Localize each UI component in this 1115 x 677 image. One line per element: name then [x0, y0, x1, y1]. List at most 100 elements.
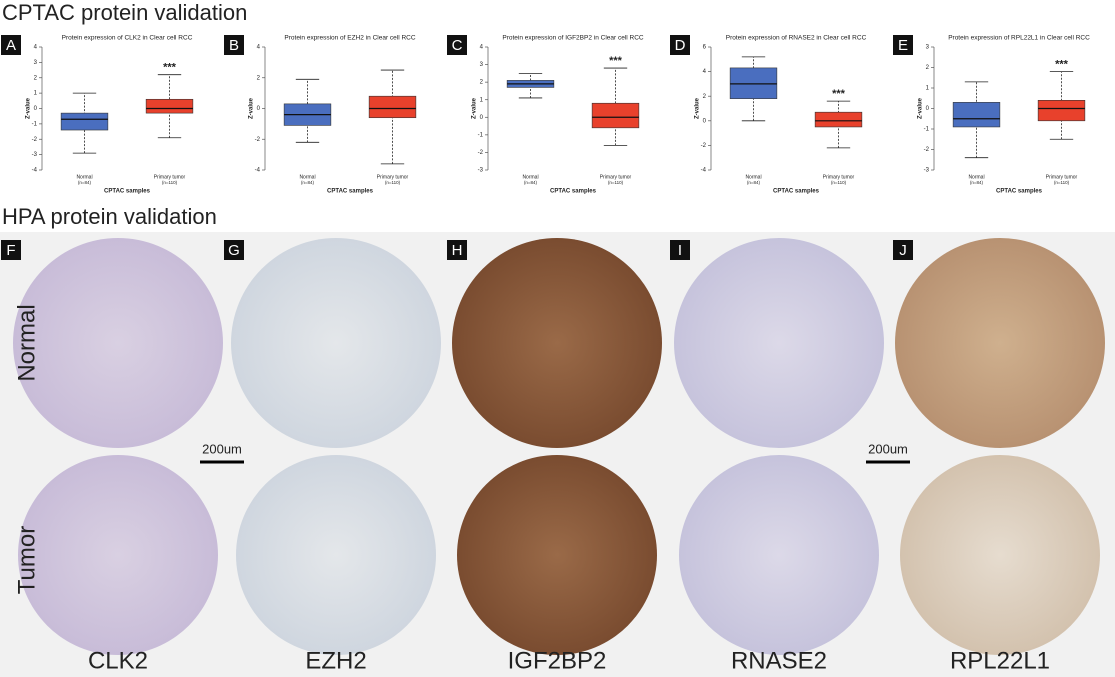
- chart-title: Protein expression of IGF2BP2 in Clear c…: [502, 35, 644, 42]
- y-tick-label: -4: [701, 168, 707, 174]
- x-tick-sublabel: (n=84): [78, 180, 92, 185]
- x-tick-sublabel: (n=110): [831, 180, 847, 185]
- panel-letter: E: [898, 37, 908, 54]
- y-axis-label: Z-value: [695, 97, 701, 119]
- x-axis-label: CPTAC samples: [773, 189, 820, 195]
- y-tick-label: 3: [34, 60, 38, 66]
- tissue-image: [679, 455, 879, 655]
- y-tick-label: -2: [701, 143, 707, 149]
- y-tick-label: -4: [255, 168, 261, 174]
- x-tick-label: Normal: [76, 174, 92, 180]
- y-tick-label: -1: [478, 132, 484, 138]
- tissue-image: [895, 238, 1105, 448]
- y-tick-label: 0: [926, 106, 930, 112]
- significance: ***: [609, 55, 623, 67]
- panel-letter: H: [452, 242, 463, 259]
- box: [591, 102, 640, 129]
- panel-badge: [893, 35, 913, 55]
- panel-letter: C: [452, 37, 463, 54]
- panel-letter: G: [228, 242, 240, 259]
- panel-badge: [224, 240, 244, 260]
- x-tick-label: Primary tumor: [823, 174, 855, 180]
- y-axis-label: Z-value: [918, 97, 924, 119]
- y-tick-label: -4: [32, 168, 38, 174]
- tissue-image: [674, 238, 884, 448]
- x-tick-sublabel: (n=84): [970, 180, 984, 185]
- y-tick-label: -3: [32, 152, 38, 158]
- box: [368, 95, 417, 119]
- y-tick-label: -2: [255, 137, 261, 143]
- x-axis-label: CPTAC samples: [996, 189, 1043, 195]
- panel-badge: [670, 240, 690, 260]
- panel-badge: [1, 240, 21, 260]
- y-axis-label: Z-value: [249, 97, 255, 119]
- x-tick-label: Normal: [522, 174, 538, 180]
- y-tick-label: 4: [703, 69, 707, 75]
- gene-label: RNASE2: [731, 647, 827, 674]
- scale-label: 200um: [868, 441, 908, 456]
- x-tick-sublabel: (n=110): [608, 180, 624, 185]
- gene-label: CLK2: [88, 647, 148, 674]
- x-tick-label: Primary tumor: [1046, 174, 1078, 180]
- x-tick-label: Primary tumor: [154, 174, 186, 180]
- y-tick-label: 2: [926, 65, 930, 71]
- y-tick-label: 1: [926, 86, 930, 92]
- chart-title: Protein expression of RNASE2 in Clear ce…: [726, 35, 867, 42]
- x-tick-label: Normal: [745, 174, 761, 180]
- x-axis-label: CPTAC samples: [327, 189, 374, 195]
- x-tick-sublabel: (n=110): [385, 180, 401, 185]
- y-tick-label: 0: [34, 106, 38, 112]
- chart-title: Protein expression of CLK2 in Clear cell…: [62, 35, 193, 42]
- panel-letter: J: [899, 242, 907, 259]
- x-tick-sublabel: (n=110): [1054, 180, 1070, 185]
- chart-title: Protein expression of EZH2 in Clear cell…: [284, 35, 415, 42]
- y-tick-label: 2: [703, 94, 707, 100]
- x-tick-label: Primary tumor: [600, 174, 632, 180]
- x-axis-label: CPTAC samples: [104, 189, 151, 195]
- significance: ***: [1055, 59, 1069, 71]
- tissue-image: [236, 455, 436, 655]
- x-tick-sublabel: (n=84): [301, 180, 315, 185]
- panel-badge: [224, 35, 244, 55]
- x-tick-sublabel: (n=110): [162, 180, 178, 185]
- y-tick-label: 3: [480, 62, 484, 68]
- y-tick-label: -2: [924, 147, 930, 153]
- panel-badge: [447, 35, 467, 55]
- tissue-images: [13, 238, 1105, 655]
- scale-label: 200um: [202, 441, 242, 456]
- chart-title: Protein expression of RPL22L1 in Clear c…: [948, 35, 1090, 42]
- y-tick-label: 6: [703, 45, 707, 51]
- y-tick-label: -2: [32, 137, 38, 143]
- y-tick-label: 2: [480, 80, 484, 86]
- y-tick-label: 1: [34, 91, 38, 97]
- panel-letter: D: [675, 37, 686, 54]
- y-tick-label: 1: [480, 97, 484, 103]
- y-tick-label: 0: [480, 115, 484, 121]
- row-label: Normal: [13, 304, 40, 381]
- panel-badge: [447, 240, 467, 260]
- gene-label: EZH2: [305, 647, 366, 674]
- y-tick-label: 0: [257, 106, 261, 112]
- box: [814, 111, 863, 128]
- gene-label: IGF2BP2: [508, 647, 607, 674]
- section-heading: CPTAC protein validation: [2, 0, 247, 25]
- section-heading: HPA protein validation: [2, 204, 217, 229]
- box: [729, 67, 778, 99]
- x-tick-label: Primary tumor: [377, 174, 409, 180]
- y-tick-label: 0: [703, 118, 707, 124]
- x-tick-sublabel: (n=84): [747, 180, 761, 185]
- y-tick-label: -3: [478, 168, 484, 174]
- x-tick-label: Normal: [968, 174, 984, 180]
- box: [1037, 100, 1086, 122]
- panel-letter: F: [6, 242, 15, 259]
- y-tick-label: -2: [478, 150, 484, 156]
- row-label: Tumor: [13, 526, 40, 594]
- panel-badge: [670, 35, 690, 55]
- tissue-image: [18, 455, 218, 655]
- y-tick-label: 2: [34, 75, 38, 81]
- y-tick-label: -1: [32, 121, 38, 127]
- y-tick-label: -1: [924, 127, 930, 133]
- box: [952, 102, 1001, 128]
- tissue-image: [13, 238, 223, 448]
